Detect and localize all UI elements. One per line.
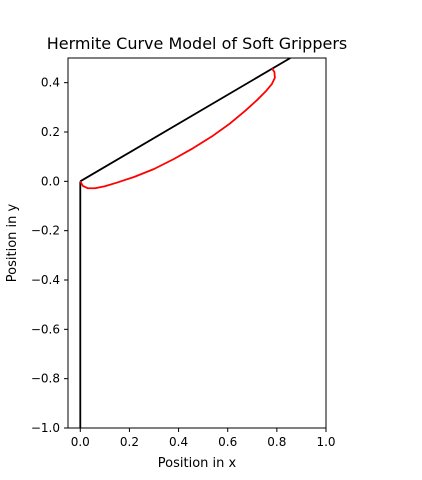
x-tick-label: 1.0 [316,435,335,449]
x-tick-label: 0.2 [120,435,139,449]
x-axis-ticks: 0.0 0.2 0.4 0.6 0.8 1.0 [71,428,336,449]
x-tick-label: 0.8 [267,435,286,449]
y-tick-label: 0.4 [41,76,60,90]
y-tick-label: 0.0 [41,174,60,188]
y-axis-label: Position in y [5,203,20,282]
y-tick-label: 0.2 [41,125,60,139]
x-tick-label: 0.0 [71,435,90,449]
x-axis-label: Position in x [158,456,237,471]
y-tick-label: −0.6 [31,322,60,336]
y-tick-label: −0.8 [31,372,60,386]
y-axis-ticks: −1.0 −0.8 −0.6 −0.4 −0.2 0.0 0.2 0.4 [31,76,68,435]
plot-area [67,57,327,429]
axes-frame [67,57,327,429]
chart-title: Hermite Curve Model of Soft Grippers [47,34,347,53]
y-tick-label: −0.2 [31,224,60,238]
y-tick-label: −1.0 [31,421,60,435]
series-layer [79,58,291,428]
series-line-1 [79,58,291,183]
x-tick-label: 0.4 [169,435,188,449]
series-line-2 [79,67,276,190]
x-tick-label: 0.6 [218,435,237,449]
y-tick-label: −0.4 [31,273,60,287]
